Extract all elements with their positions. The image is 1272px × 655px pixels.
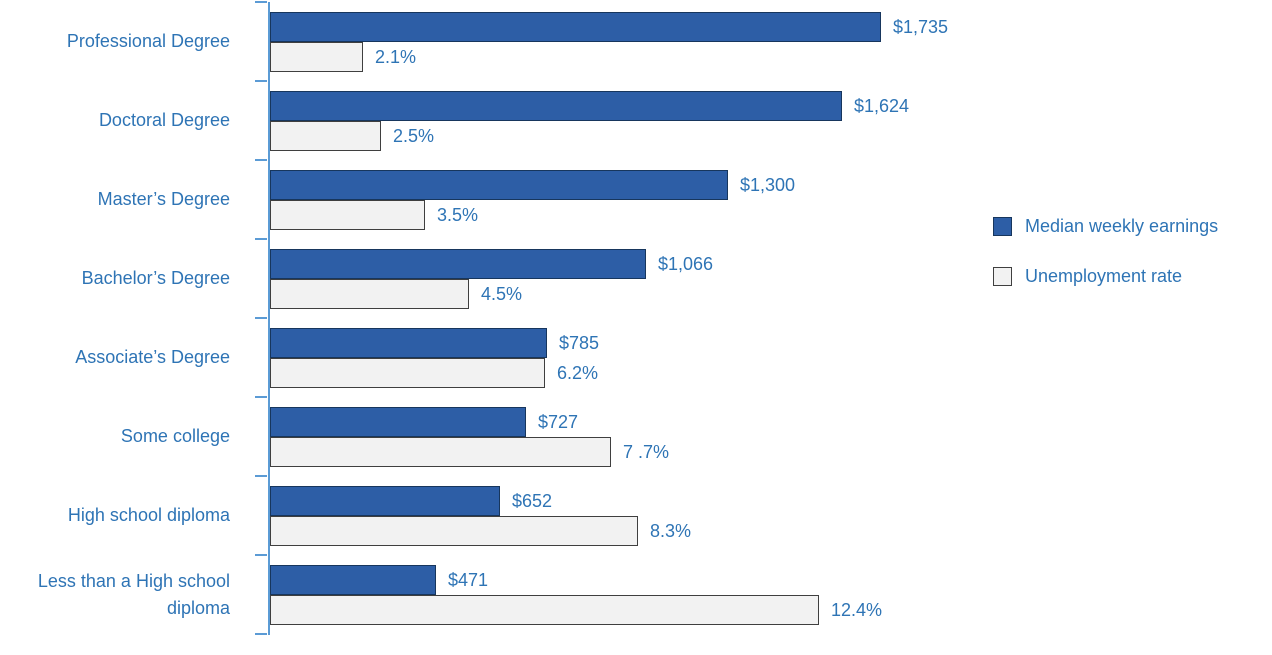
earnings-value-label: $1,735 bbox=[893, 17, 949, 37]
axis-tick bbox=[255, 475, 267, 477]
category-label: Doctoral Degree bbox=[98, 110, 230, 131]
earnings-value-label: $471 bbox=[448, 570, 489, 590]
earnings-bar bbox=[270, 407, 526, 437]
bar-chart: Professional Degree Doctoral Degree Master… bbox=[0, 1, 1272, 642]
unemployment-value-label: 6.2% bbox=[557, 363, 599, 383]
earnings-bar bbox=[270, 91, 842, 121]
unemployment-value-label: 8.3% bbox=[650, 521, 692, 541]
axis-tick bbox=[255, 1, 267, 3]
earnings-value-label: $785 bbox=[559, 333, 600, 353]
category-label: Master’s Degree bbox=[97, 189, 230, 210]
earnings-bar bbox=[270, 12, 881, 42]
category-label: Bachelor’s Degree bbox=[81, 268, 230, 289]
unemployment-bar bbox=[270, 200, 425, 230]
earnings-value-label: $1,066 bbox=[658, 254, 714, 274]
category-label: Some college bbox=[120, 426, 230, 447]
earnings-bar bbox=[270, 328, 547, 358]
axis-tick bbox=[255, 159, 267, 161]
earnings-value-label: $727 bbox=[538, 412, 579, 432]
unemployment-bar bbox=[270, 121, 381, 151]
unemployment-legend-label: Unemployment rate bbox=[1025, 266, 1183, 286]
unemployment-bar bbox=[270, 42, 363, 72]
axis-tick bbox=[255, 633, 267, 635]
unemployment-value-label: 2.5% bbox=[393, 126, 435, 146]
earnings-value-label: $1,624 bbox=[854, 96, 910, 116]
chart-row: $1,624 2.5% bbox=[270, 81, 1250, 160]
axis-tick bbox=[255, 238, 267, 240]
category-axis-labels: Professional Degree Doctoral Degree Master… bbox=[0, 2, 250, 634]
category-label: High school diploma bbox=[67, 505, 230, 526]
earnings-bar bbox=[270, 565, 436, 595]
axis-tick bbox=[255, 317, 267, 319]
category-label: Less than a High school diploma bbox=[37, 571, 230, 618]
unemployment-value-label: 3.5% bbox=[437, 205, 479, 225]
chart-row: $1,735 2.1% bbox=[270, 2, 1250, 81]
unemployment-bar bbox=[270, 358, 545, 388]
unemployment-bar bbox=[270, 516, 638, 546]
earnings-legend-label: Median weekly earnings bbox=[1025, 216, 1219, 236]
unemployment-value-label: 12.4% bbox=[831, 600, 883, 620]
unemployment-bar bbox=[270, 437, 611, 467]
chart-row: $1,066 4.5% bbox=[270, 239, 1250, 318]
category-label: Associate’s Degree bbox=[75, 347, 230, 368]
unemployment-legend-swatch bbox=[993, 267, 1012, 286]
legend-item-unemployment: Unemployment rate bbox=[993, 266, 1218, 287]
axis-tick bbox=[255, 80, 267, 82]
earnings-value-label: $1,300 bbox=[740, 175, 796, 195]
earnings-legend-swatch bbox=[993, 217, 1012, 236]
legend-item-earnings: Median weekly earnings bbox=[993, 216, 1218, 237]
chart-row: $727 7 .7% bbox=[270, 397, 1250, 476]
earnings-value-label: $652 bbox=[512, 491, 553, 511]
unemployment-bar bbox=[270, 595, 819, 625]
earnings-bar bbox=[270, 249, 646, 279]
axis-tick bbox=[255, 396, 267, 398]
unemployment-value-label: 2.1% bbox=[375, 47, 417, 67]
chart-row: $785 6.2% bbox=[270, 318, 1250, 397]
earnings-bar bbox=[270, 486, 500, 516]
axis-tick bbox=[255, 554, 267, 556]
chart-row: $652 8.3% bbox=[270, 476, 1250, 555]
unemployment-bar bbox=[270, 279, 469, 309]
chart-row: $1,300 3.5% bbox=[270, 160, 1250, 239]
legend: Median weekly earnings Unemployment rate bbox=[993, 216, 1218, 316]
plot-area: $1,735 2.1% $1,624 2.5% $1,300 3.5% $1,066 4.5%… bbox=[255, 1, 1250, 635]
unemployment-value-label: 7 .7% bbox=[623, 442, 670, 462]
category-label: Professional Degree bbox=[66, 31, 230, 52]
unemployment-value-label: 4.5% bbox=[481, 284, 523, 304]
chart-row: $471 12.4% bbox=[270, 555, 1250, 634]
earnings-bar bbox=[270, 170, 728, 200]
